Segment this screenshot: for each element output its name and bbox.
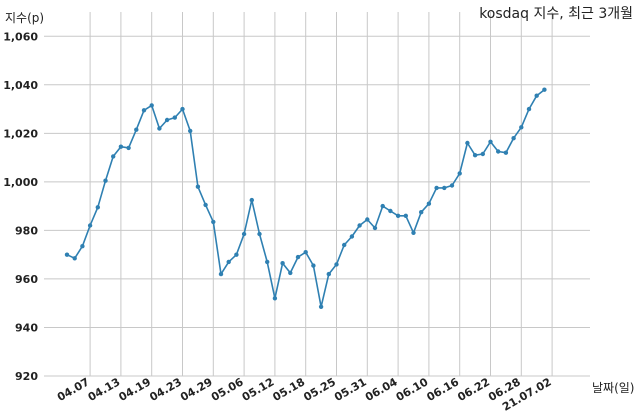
data-point [326, 271, 331, 277]
data-point [218, 271, 224, 277]
data-point [365, 217, 370, 222]
data-point [234, 252, 239, 257]
x-axis-ticks: 04.0704.1304.1904.2304.2905.0605.1205.18… [55, 375, 554, 414]
data-point [357, 223, 362, 228]
x-tick-label: 05.12 [240, 375, 277, 404]
y-tick-label: 1,060 [3, 30, 38, 43]
x-tick-label: 04.07 [55, 375, 92, 404]
data-point [519, 125, 524, 130]
x-tick-label: 05.31 [332, 375, 369, 404]
data-point [395, 213, 401, 218]
data-point [542, 87, 547, 92]
data-point [372, 225, 378, 231]
data-point [511, 136, 516, 141]
data-point [241, 231, 247, 237]
data-point [249, 197, 254, 203]
data-point [157, 126, 162, 131]
y-tick-label: 1,040 [3, 79, 38, 92]
data-point [149, 103, 154, 108]
series-group [64, 87, 547, 309]
data-point [272, 296, 278, 301]
x-axis-label: 날짜(일) [592, 381, 634, 395]
data-point [334, 262, 339, 267]
x-tick-label: 05.18 [271, 375, 308, 404]
data-point [303, 250, 308, 255]
data-point [311, 263, 316, 268]
data-point [72, 256, 77, 261]
y-axis-ticks: 1,060 1,040 1,020 1,000 980 960 940 920 [3, 30, 38, 383]
y-tick-label: 1,020 [3, 127, 38, 140]
x-tick-label: 05.25 [301, 375, 338, 404]
data-point [388, 208, 393, 214]
x-tick-label: 04.29 [178, 375, 215, 404]
data-point [188, 128, 193, 134]
data-point [195, 184, 201, 189]
x-tick-label: 04.13 [86, 375, 123, 404]
data-point [226, 259, 231, 265]
data-point [403, 213, 408, 218]
data-point [180, 106, 185, 112]
x-tick-label: 04.23 [147, 375, 184, 404]
data-point [318, 304, 324, 309]
data-point [111, 154, 116, 159]
data-point [480, 151, 485, 157]
grid [44, 12, 590, 377]
y-tick-label: 940 [15, 321, 38, 334]
data-point [265, 259, 270, 265]
chart-title: kosdaq 지수, 최근 3개월 [479, 6, 633, 22]
data-point [211, 219, 216, 225]
x-tick-label: 06.16 [425, 375, 462, 404]
data-point [472, 153, 478, 158]
data-point [419, 210, 424, 215]
y-tick-label: 920 [15, 370, 38, 383]
y-axis-label: 지수(p) [5, 11, 44, 25]
data-point [496, 149, 501, 154]
data-point [465, 140, 470, 146]
x-tick-label: 06.04 [363, 375, 400, 404]
y-tick-label: 1,000 [3, 176, 38, 189]
y-tick-label: 960 [15, 273, 38, 286]
data-point [488, 139, 493, 144]
data-point [87, 223, 93, 228]
data-point [80, 244, 85, 249]
data-point [134, 127, 139, 132]
data-point [342, 242, 347, 248]
data-point [526, 106, 532, 112]
x-tick-label: 05.06 [209, 375, 246, 404]
data-point [442, 185, 447, 191]
data-point [103, 178, 108, 183]
data-point [95, 205, 101, 210]
y-tick-label: 980 [15, 224, 38, 237]
data-point [203, 202, 208, 208]
x-tick-label: 06.10 [394, 375, 431, 404]
data-point [503, 150, 509, 155]
data-point [141, 108, 147, 113]
data-point [126, 145, 131, 151]
data-point [411, 230, 416, 235]
data-point [434, 185, 439, 191]
data-point [349, 234, 355, 239]
data-point [380, 203, 385, 209]
data-point [449, 183, 455, 188]
data-point [164, 117, 170, 123]
data-point [172, 115, 177, 120]
data-point [64, 252, 70, 257]
data-point [295, 254, 301, 260]
x-tick-label: 04.19 [117, 375, 154, 404]
x-tick-label: 06.22 [455, 375, 492, 404]
data-point [426, 201, 432, 206]
data-point [257, 231, 262, 237]
data-point [534, 93, 539, 98]
data-point [457, 171, 462, 176]
data-point [118, 144, 124, 149]
data-point [280, 261, 285, 266]
data-point [288, 270, 293, 276]
